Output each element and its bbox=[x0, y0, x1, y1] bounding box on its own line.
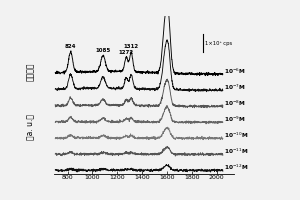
Text: 10$^{-8}$M: 10$^{-8}$M bbox=[224, 99, 246, 108]
Text: 10$^{-9}$M: 10$^{-9}$M bbox=[224, 115, 246, 124]
Text: （a. u.）: （a. u.） bbox=[26, 114, 35, 140]
Text: 拉曼强度: 拉曼强度 bbox=[26, 62, 35, 81]
Text: 1272: 1272 bbox=[119, 50, 134, 55]
Text: 1×10³ cps: 1×10³ cps bbox=[205, 41, 232, 46]
Text: 1312: 1312 bbox=[124, 44, 139, 49]
Text: 1085: 1085 bbox=[95, 48, 111, 53]
Text: 10$^{-12}$M: 10$^{-12}$M bbox=[224, 163, 248, 172]
Text: 10$^{-6}$M: 10$^{-6}$M bbox=[224, 67, 246, 76]
Text: 824: 824 bbox=[65, 44, 76, 49]
Text: 10$^{-11}$M: 10$^{-11}$M bbox=[224, 147, 248, 156]
Text: 10$^{-10}$M: 10$^{-10}$M bbox=[224, 131, 248, 140]
Text: 10$^{-7}$M: 10$^{-7}$M bbox=[224, 83, 246, 92]
